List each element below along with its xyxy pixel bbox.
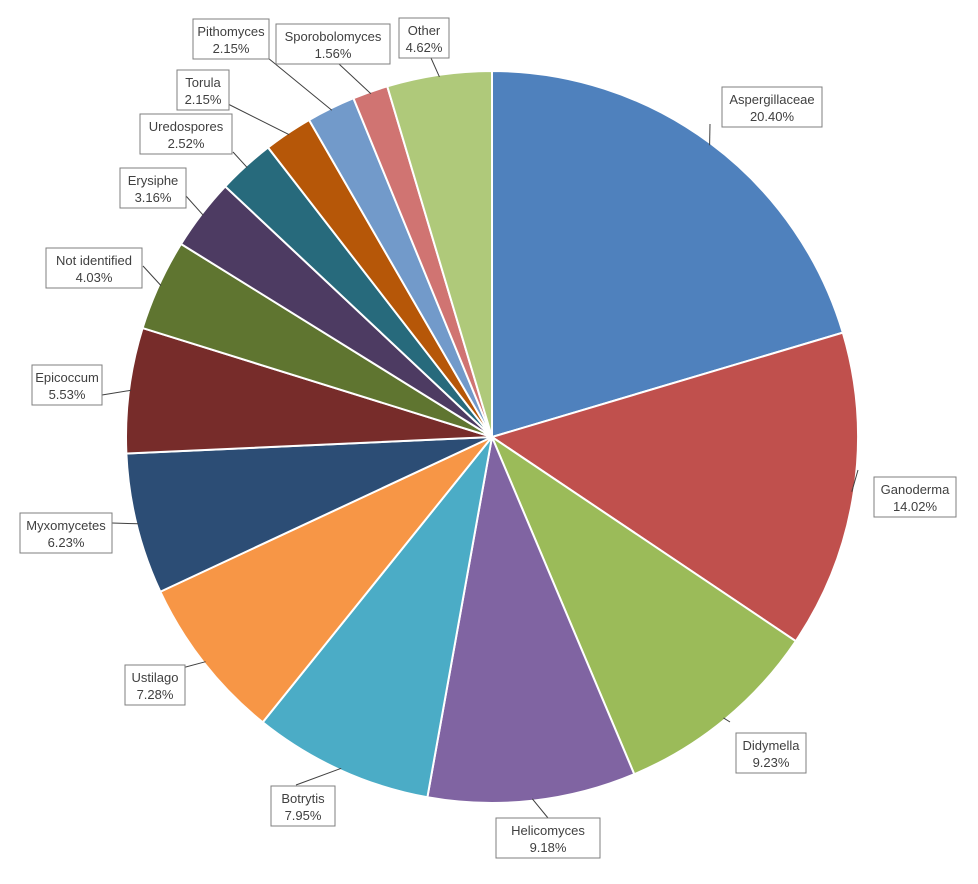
data-label: Other 4.62% [398, 17, 450, 59]
data-label-box [176, 69, 230, 111]
pie-slice-ganoderma [489, 331, 859, 643]
data-label-box [19, 512, 113, 554]
data-label: Erysiphe 3.16% [119, 167, 187, 209]
data-label-name: Myxomycetes [26, 518, 106, 533]
data-label-name: Helicomyces [511, 823, 585, 838]
data-label-value: 9.18% [530, 840, 567, 855]
data-label: Helicomyces 9.18% [495, 817, 601, 859]
leader-line [295, 767, 342, 786]
data-label-value: 1.56% [315, 46, 352, 61]
data-label-name: Epicoccum [35, 370, 99, 385]
data-label-value: 2.52% [168, 136, 205, 151]
data-label: Not identified 4.03% [45, 247, 143, 289]
data-label-value: 6.23% [48, 535, 85, 550]
leader-line [232, 151, 248, 168]
data-label-box [119, 167, 187, 209]
data-label-box [873, 476, 957, 518]
pie-slice-helicomyces [426, 433, 636, 804]
data-label-value: 14.02% [893, 499, 938, 514]
data-label-name: Erysiphe [128, 173, 179, 188]
data-label-name: Ganoderma [881, 482, 950, 497]
data-label-box [735, 732, 807, 774]
data-label: Botrytis 7.95% [270, 785, 336, 827]
data-label: Ustilago 7.28% [124, 664, 186, 706]
data-label-box [495, 817, 601, 859]
data-labels: Aspergillaceae 20.40% Ganoderma 14.02% Didym… [19, 17, 957, 859]
pie-slice-ustilago [158, 436, 493, 724]
data-label-value: 2.15% [213, 41, 250, 56]
pie-slices [124, 69, 859, 804]
leader-line [142, 265, 162, 286]
data-label: Epicoccum 5.53% [31, 364, 103, 406]
data-label-name: Not identified [56, 253, 132, 268]
data-label-box [139, 113, 233, 155]
leader-line [723, 717, 731, 723]
data-label-value: 7.95% [285, 808, 322, 823]
data-label-box [192, 18, 270, 60]
data-label: Aspergillaceae 20.40% [721, 86, 823, 128]
data-label: Ganoderma 14.02% [873, 476, 957, 518]
pie-slice-botrytis [261, 436, 493, 799]
data-label-value: 20.40% [750, 109, 795, 124]
data-label-box [31, 364, 103, 406]
data-label-name: Torula [185, 75, 221, 90]
data-label-box [270, 785, 336, 827]
data-label-name: Uredospores [149, 119, 224, 134]
data-label-value: 4.03% [76, 270, 113, 285]
data-label-box [398, 17, 450, 59]
data-label-value: 5.53% [49, 387, 86, 402]
data-label: Sporobolomyces 1.56% [275, 23, 391, 65]
leader-line [267, 57, 333, 111]
data-label-box [45, 247, 143, 289]
leader-line [185, 195, 204, 216]
leader-line [338, 63, 372, 95]
pie-slice-myxomycetes [125, 436, 493, 594]
data-label: Didymella 9.23% [735, 732, 807, 774]
leader-line [227, 103, 290, 136]
pie-slice-didymella [489, 434, 798, 776]
leader-line [181, 661, 206, 669]
leader-line [851, 469, 859, 492]
leader-line [531, 798, 549, 819]
leader-line [101, 389, 132, 396]
callout-leaders [101, 57, 859, 819]
data-label-name: Ustilago [132, 670, 179, 685]
data-label: Uredospores 2.52% [139, 113, 233, 155]
data-label-name: Pithomyces [197, 24, 265, 39]
data-label: Myxomycetes 6.23% [19, 512, 113, 554]
data-label-value: 2.15% [185, 92, 222, 107]
data-label-name: Other [408, 23, 441, 38]
data-label: Pithomyces 2.15% [192, 18, 270, 60]
data-label-name: Sporobolomyces [285, 29, 382, 44]
data-label-name: Aspergillaceae [729, 92, 814, 107]
leader-line [430, 57, 440, 78]
data-label-name: Didymella [742, 738, 800, 753]
pie-slice-aspergillaceae [491, 69, 845, 439]
data-label: Torula 2.15% [176, 69, 230, 111]
leader-line [111, 522, 139, 525]
data-label-name: Botrytis [281, 791, 325, 806]
data-label-value: 3.16% [135, 190, 172, 205]
data-label-value: 4.62% [406, 40, 443, 55]
data-label-box [124, 664, 186, 706]
data-label-box [721, 86, 823, 128]
data-label-box [275, 23, 391, 65]
data-label-value: 7.28% [137, 687, 174, 702]
data-label-value: 9.23% [753, 755, 790, 770]
